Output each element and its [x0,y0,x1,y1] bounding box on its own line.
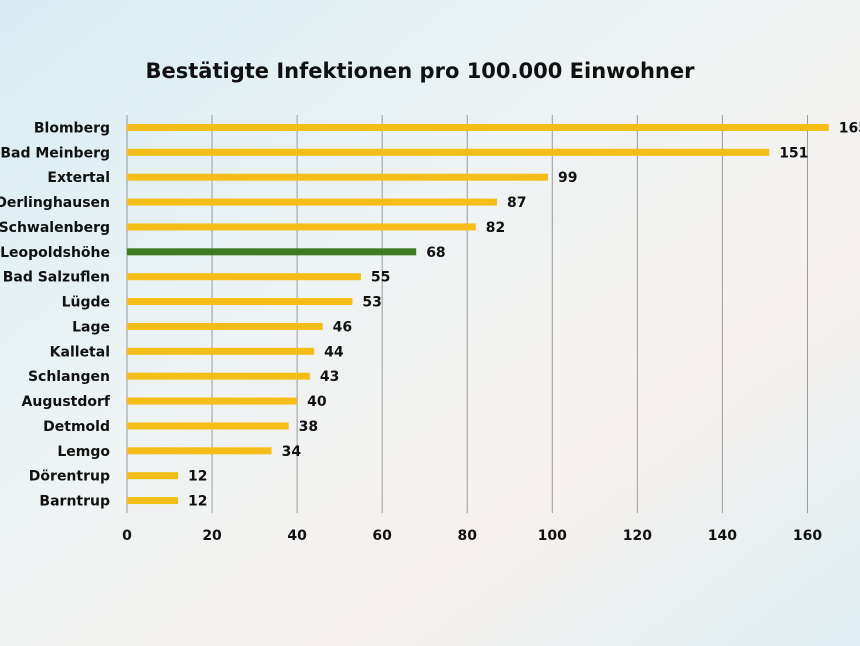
bar [127,472,179,480]
y-tick-label: Extertal [47,170,110,186]
value-label: 34 [282,444,302,460]
y-tick-label: Blomberg [34,120,110,136]
y-tick-label: Bad Salzuflen [3,270,110,286]
value-label: 38 [299,419,318,435]
x-tick-label: 100 [538,528,567,544]
bar [127,347,315,355]
value-label: 165 [839,120,860,136]
value-label: 82 [486,220,505,236]
y-tick-label: Schlangen [28,369,110,385]
y-tick-label: Schwalenberg [0,220,110,236]
value-label: 40 [307,394,327,410]
x-tick-label: 20 [202,528,222,544]
y-tick-label: Dörentrup [29,469,110,485]
bar [127,447,272,455]
value-label: 12 [188,494,207,510]
value-label: 99 [558,170,577,186]
value-label: 12 [188,469,207,485]
y-tick-label: Lemgo [57,444,110,460]
value-label: 44 [324,344,344,360]
y-tick-label: Kalletal [50,344,110,360]
y-tick-label: Lügde [62,295,110,311]
bar [127,273,361,281]
bar [127,223,476,231]
value-label: 87 [507,195,526,211]
bar [127,123,829,131]
bar [127,497,179,505]
value-label: 151 [779,145,808,161]
x-tick-label: 60 [372,528,392,544]
bar [127,148,770,156]
x-tick-label: 80 [457,528,477,544]
y-tick-label: Bad Meinberg [0,145,110,161]
value-label: 43 [320,369,339,385]
bar [127,173,549,181]
y-tick-label: Lage [72,319,110,335]
value-label: 68 [426,245,445,261]
x-tick-label: 160 [793,528,822,544]
plot: 0 20 40 60 80 100 120 140 160 Blomberg 165 Bad Mein… [0,115,860,544]
value-label: 53 [362,295,381,311]
value-label: 46 [333,319,352,335]
y-tick-label: Detmold [43,419,110,435]
bar [127,298,353,306]
bar [127,372,310,380]
x-tick-label: 40 [287,528,307,544]
bar [127,422,289,430]
bar [127,322,323,330]
y-tick-label: Oerlinghausen [0,195,110,211]
chart-title: Bestätigte Infektionen pro 100.000 Einwo… [146,59,696,83]
bar [127,248,417,256]
bar [127,198,498,206]
y-tick-label: Barntrup [39,494,110,510]
x-tick-label: 120 [623,528,652,544]
y-tick-label: Augustdorf [22,394,111,410]
x-tick-label: 0 [122,528,132,544]
bar [127,397,298,405]
y-tick-label: Leopoldshöhe [0,245,110,261]
x-tick-label: 140 [708,528,737,544]
value-label: 55 [371,270,390,286]
